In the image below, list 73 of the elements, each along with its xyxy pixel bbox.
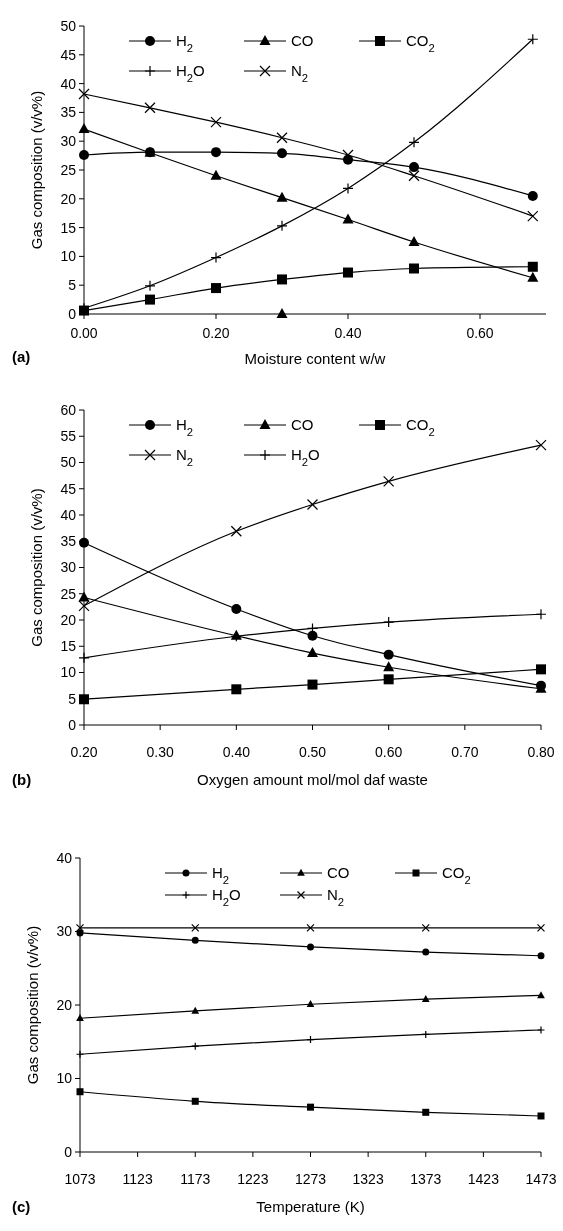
legend-label: CO: [291, 416, 314, 434]
legend-label: H$_{2}$O: [212, 886, 241, 909]
x-tick-label: 1273: [294, 1171, 327, 1187]
legend-label: CO$_{2}$: [406, 32, 435, 55]
x-axis-title: Oxygen amount mol/mol daf waste: [197, 771, 428, 788]
y-axis-title: Gas composition (v/v%): [24, 925, 41, 1085]
legend-label: H$_{2}$: [212, 864, 230, 887]
y-tick-label: 0: [68, 716, 77, 733]
legend-label: N$_{2}$: [291, 62, 309, 85]
x-tick-label: 1123: [122, 1171, 153, 1187]
y-tick-label: 10: [56, 1070, 73, 1087]
legend-label: CO: [291, 32, 314, 50]
x-tick-label: 0.20: [70, 744, 98, 760]
x-tick-label: 0.40: [334, 325, 362, 341]
x-axis-title: Moisture content w/w: [244, 350, 386, 367]
y-tick-label: 10: [60, 248, 77, 265]
y-tick-label: 20: [60, 611, 77, 628]
y-tick-label: 35: [60, 104, 77, 121]
y-tick-label: 0: [68, 305, 77, 322]
x-tick-label: 1323: [352, 1171, 384, 1187]
legend-label: H$_{2}$O: [176, 62, 205, 85]
y-tick-label: 10: [60, 664, 77, 681]
legend-label: CO: [327, 864, 350, 882]
y-tick-label: 25: [60, 161, 77, 178]
x-tick-label: 0.60: [466, 325, 494, 341]
x-tick-label: 1223: [237, 1171, 269, 1187]
legend-label: CO$_{2}$: [406, 416, 435, 439]
x-tick-label: 1373: [410, 1171, 442, 1187]
y-tick-label: 40: [60, 75, 77, 92]
y-tick-label: 35: [60, 533, 77, 550]
y-tick-label: 50: [60, 454, 77, 471]
x-tick-label: 0.40: [222, 744, 251, 760]
legend-label: N$_{2}$: [176, 446, 194, 469]
x-tick-label: 0.50: [298, 744, 327, 760]
y-tick-label: 0: [64, 1143, 73, 1160]
y-axis-title: Gas composition (v/v%): [28, 488, 45, 647]
legend-label: CO$_{2}$: [442, 864, 471, 887]
legend-label: H$_{2}$: [176, 32, 194, 55]
x-tick-label: 1423: [467, 1171, 500, 1187]
x-tick-label: 0.00: [70, 325, 98, 341]
y-tick-label: 15: [60, 219, 77, 236]
y-tick-label: 50: [60, 17, 77, 34]
y-tick-label: 30: [60, 559, 77, 576]
y-tick-label: 60: [60, 401, 77, 418]
y-tick-label: 15: [60, 638, 77, 655]
y-tick-label: 45: [60, 46, 77, 63]
legend-label: N$_{2}$: [327, 886, 345, 909]
y-axis-title: Gas composition (v/v%): [28, 90, 45, 250]
y-tick-label: 30: [60, 133, 77, 150]
y-tick-label: 40: [56, 849, 73, 866]
y-tick-label: 40: [60, 506, 77, 523]
y-tick-label: 55: [60, 428, 77, 445]
y-tick-label: 20: [60, 190, 77, 207]
y-tick-label: 5: [68, 277, 77, 294]
x-axis-title: Temperature (K): [256, 1198, 365, 1215]
x-tick-label: 1073: [64, 1171, 96, 1187]
x-tick-label: 0.60: [375, 744, 403, 760]
y-tick-label: 20: [56, 996, 73, 1013]
x-tick-label: 0.80: [527, 744, 555, 760]
text: (c): [12, 1198, 31, 1215]
x-tick-label: 0.70: [451, 744, 479, 760]
y-tick-label: 30: [56, 923, 73, 940]
x-tick-label: 0.30: [146, 744, 174, 760]
text: (a): [12, 348, 31, 365]
legend-label: H$_{2}$O: [291, 446, 320, 469]
y-tick-label: 5: [68, 690, 77, 707]
legend-label: H$_{2}$: [176, 416, 194, 439]
x-tick-label: 1173: [180, 1171, 211, 1187]
x-tick-label: 1473: [525, 1171, 557, 1187]
y-tick-label: 45: [60, 480, 77, 497]
x-tick-label: 0.20: [202, 325, 230, 341]
y-tick-label: 25: [60, 585, 77, 602]
text: (b): [12, 771, 32, 788]
